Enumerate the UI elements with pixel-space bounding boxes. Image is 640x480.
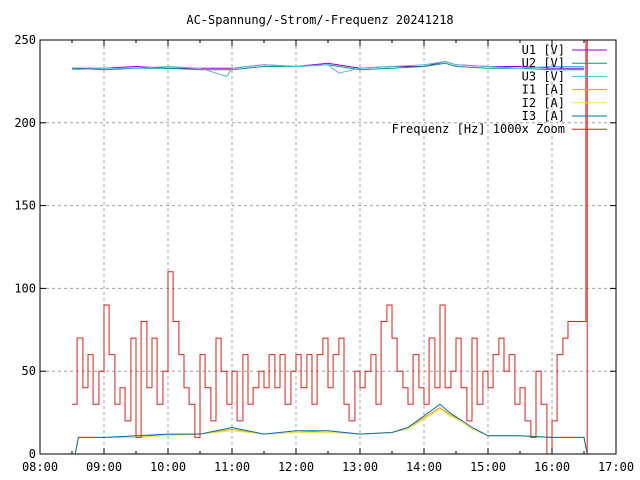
- x-tick-label: 16:00: [534, 460, 570, 474]
- series-line-1: [71, 62, 584, 71]
- x-tick-label: 10:00: [150, 460, 186, 474]
- series-group: [71, 39, 588, 455]
- y-tick-label: 50: [22, 364, 36, 378]
- x-tick-label: 09:00: [86, 460, 122, 474]
- x-tick-label: 17:00: [598, 460, 634, 474]
- legend-label: I1 [A]: [522, 83, 565, 97]
- x-tick-label: 14:00: [406, 460, 442, 474]
- x-tick-label: 08:00: [22, 460, 58, 474]
- series-line-2: [71, 60, 584, 77]
- y-tick-label: 100: [14, 281, 36, 295]
- y-tick-label: 250: [14, 33, 36, 47]
- legend-label: U1 [V]: [522, 43, 565, 57]
- legend-label: I3 [A]: [522, 109, 565, 123]
- y-tick-label: 0: [29, 447, 36, 461]
- legend-label: U2 [V]: [522, 56, 565, 70]
- x-tick-label: 11:00: [214, 460, 250, 474]
- x-tick-label: 12:00: [278, 460, 314, 474]
- y-axis: 0 50 100 150 200 250: [14, 33, 616, 461]
- legend-label: U3 [V]: [522, 69, 565, 83]
- chart-title: AC-Spannung/-Strom/-Frequenz 20241218: [186, 13, 453, 27]
- y-tick-label: 200: [14, 116, 36, 130]
- series-line-4: [74, 408, 588, 455]
- legend: U1 [V]U2 [V]U3 [V]I1 [A]I2 [A]I3 [A]Freq…: [392, 43, 607, 136]
- y-tick-label: 150: [14, 199, 36, 213]
- x-axis: 08:00 09:00 10:00 11:00 12:00 13:00 14:00 15:00…: [22, 40, 634, 474]
- x-tick-label: 13:00: [342, 460, 378, 474]
- x-tick-label: 15:00: [470, 460, 506, 474]
- legend-label: Frequenz [Hz] 1000x Zoom: [392, 122, 565, 136]
- series-line-5: [74, 403, 588, 455]
- legend-label: I2 [A]: [522, 96, 565, 110]
- series-line-6: [72, 39, 588, 455]
